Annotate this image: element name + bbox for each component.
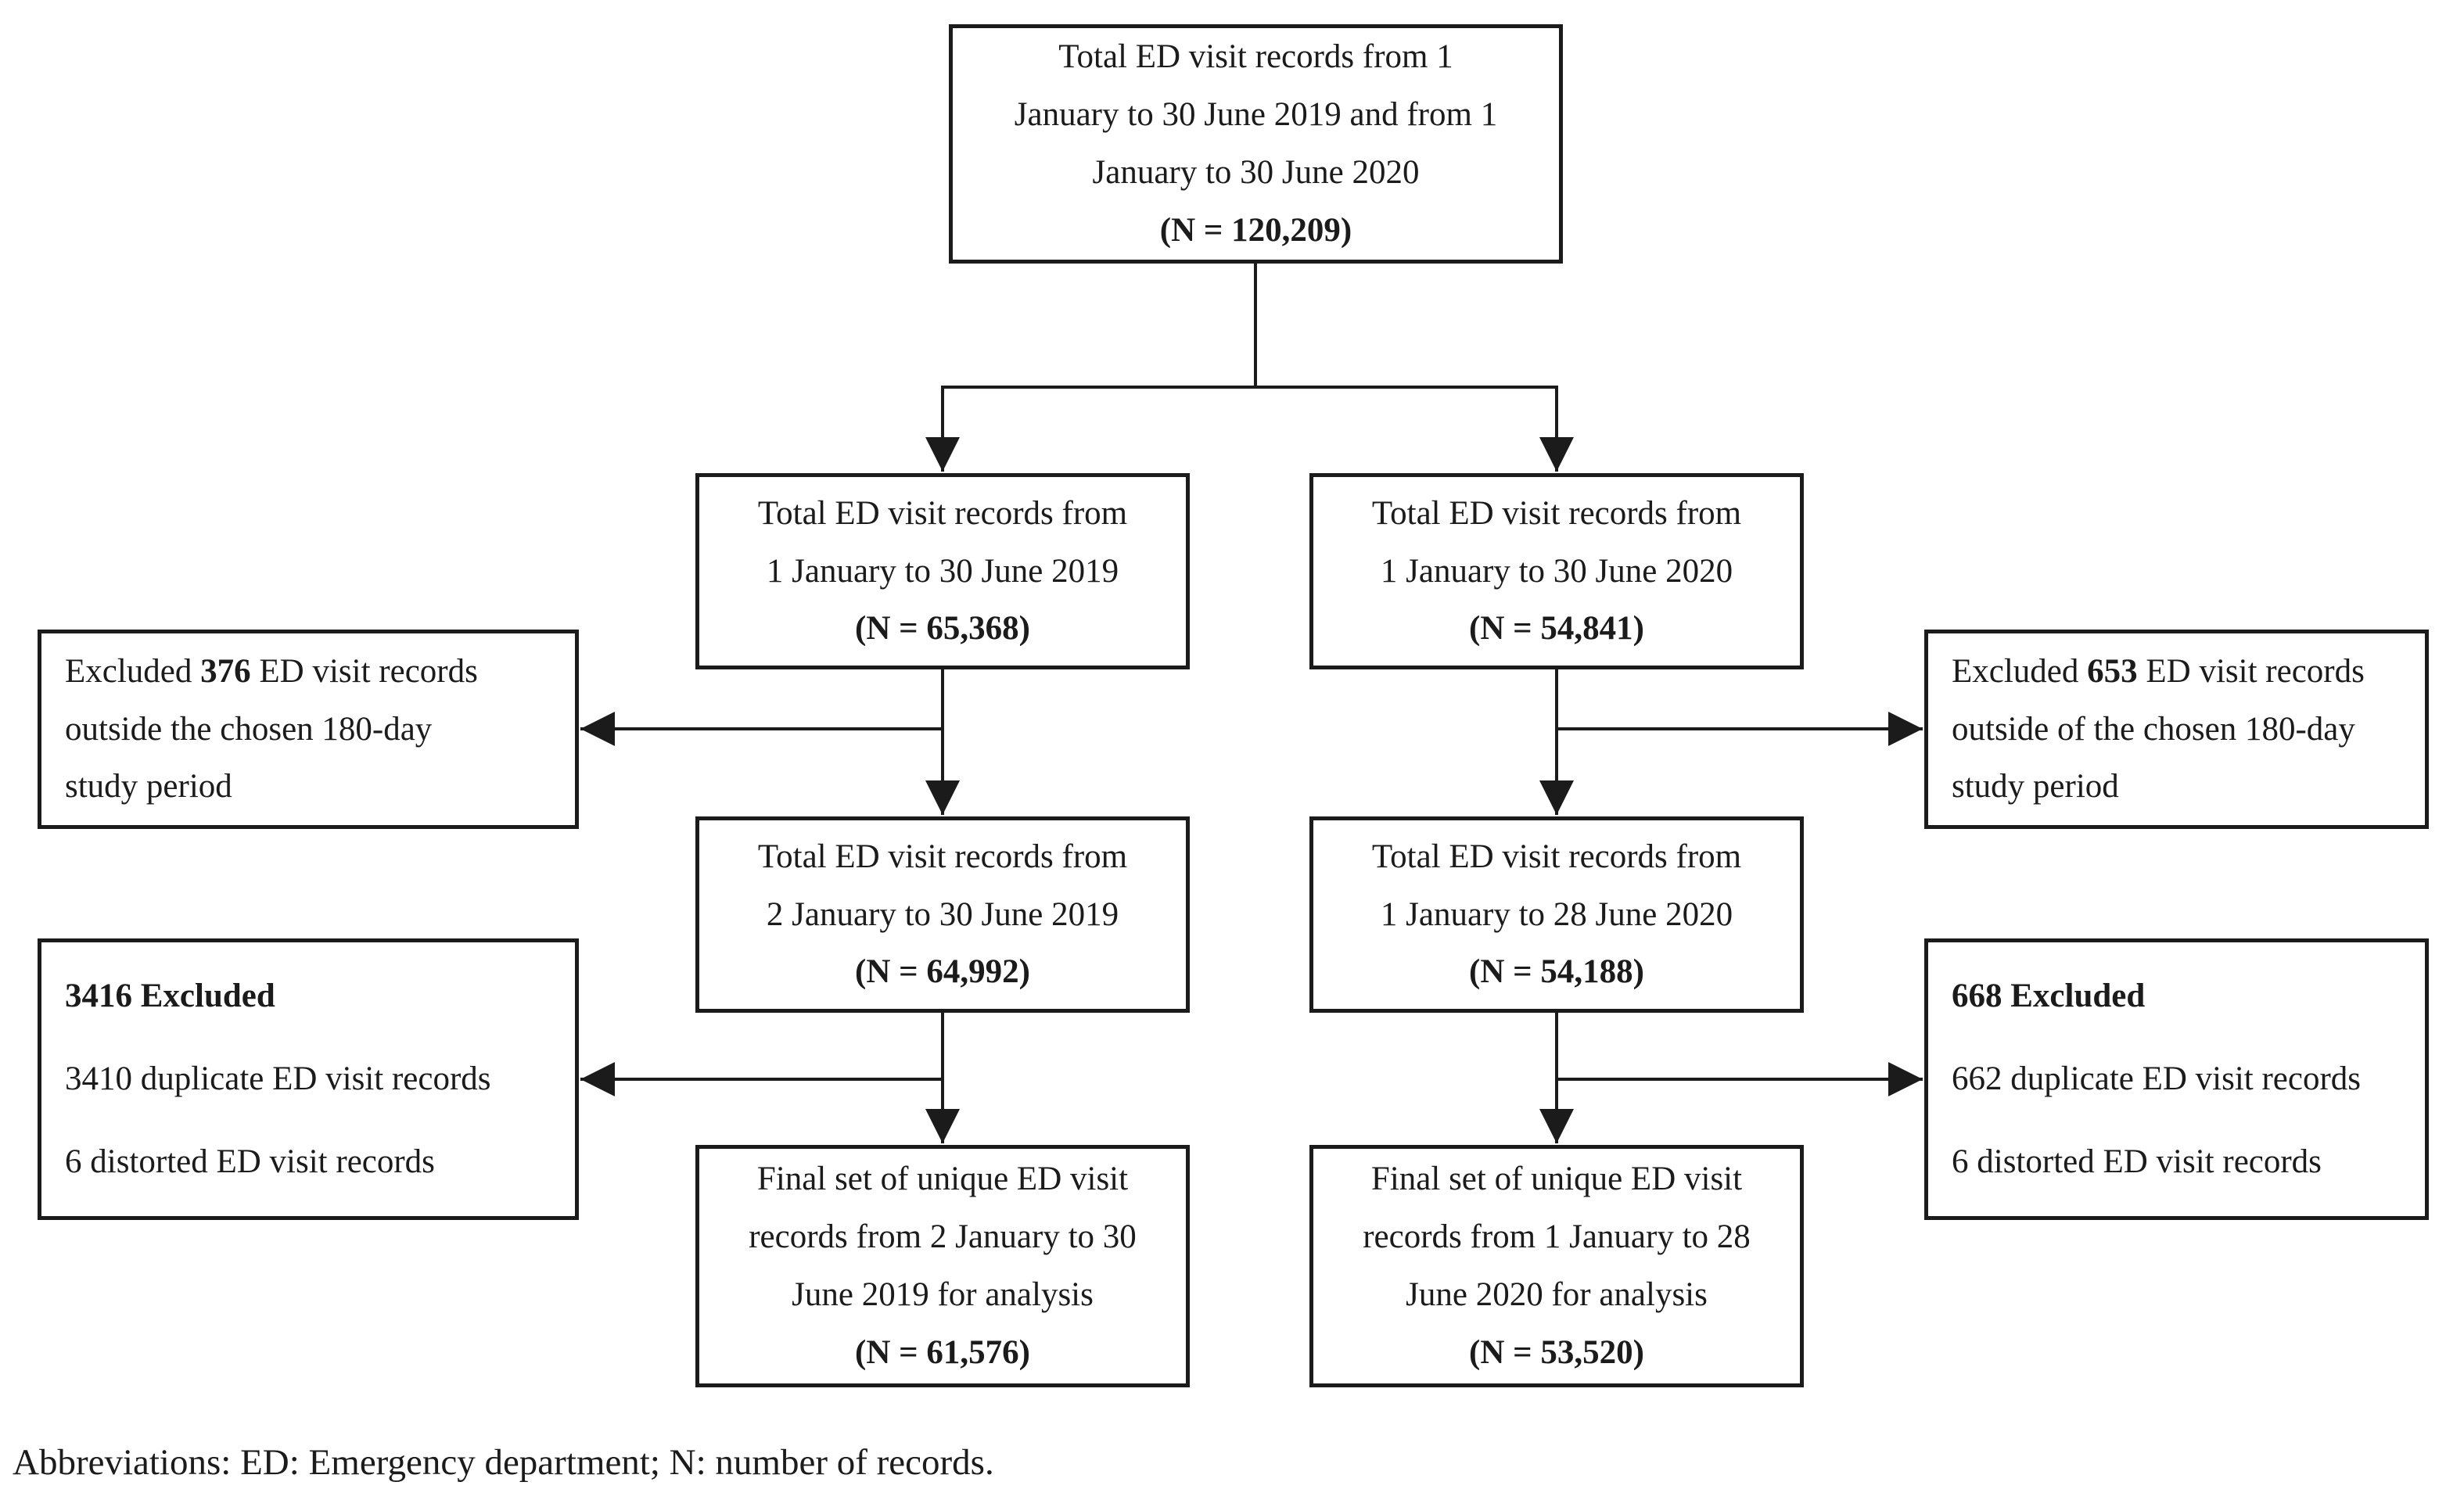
flow-box-2020-final: Final set of unique ED visit records fro… — [1309, 1145, 1804, 1387]
box-text-line: Total ED visit records from — [1371, 838, 1742, 875]
box-text-line: records from 1 January to 28 — [1363, 1218, 1751, 1256]
box-text-line: outside the chosen 180-day — [65, 710, 433, 748]
excluded-prefix: Excluded — [1952, 652, 2088, 690]
excluded-rest: ED visit records — [2137, 652, 2365, 690]
excluded-header: 668 Excluded — [1952, 978, 2146, 1015]
box-text-line: 1 January to 30 June 2019 — [766, 552, 1119, 590]
box-text-line: 3410 duplicate ED visit records — [65, 1060, 491, 1098]
exclusion-box-2019-duplicates: 3416 Excluded 3410 duplicate ED visit re… — [38, 938, 579, 1220]
box-text-line: Total ED visit records from 1 — [1058, 38, 1453, 76]
box-n-value: (N = 61,576) — [855, 1333, 1030, 1371]
box-text-line: study period — [1952, 768, 2119, 806]
exclusion-box-2019-outside-period: Excluded 376 ED visit records outside th… — [38, 630, 579, 829]
box-text-line: Excluded 653 ED visit records — [1952, 643, 2365, 701]
box-text-line: Total ED visit records from — [757, 494, 1128, 532]
exclusion-box-2020-outside-period: Excluded 653 ED visit records outside of… — [1924, 630, 2429, 829]
box-n-value: (N = 120,209) — [1159, 211, 1352, 249]
flow-box-2019-total: Total ED visit records from 1 January to… — [695, 473, 1190, 669]
box-text-line: Excluded 376 ED visit records — [65, 643, 478, 701]
box-text-line: January to 30 June 2019 and from 1 — [1014, 96, 1498, 134]
box-text-line: 1 January to 28 June 2020 — [1380, 895, 1733, 933]
box-n-value: (N = 54,841) — [1469, 610, 1644, 648]
box-text-line: June 2020 for analysis — [1406, 1276, 1708, 1313]
box-text-line: June 2019 for analysis — [792, 1276, 1094, 1313]
box-text-line: January to 30 June 2020 — [1092, 154, 1420, 191]
box-text-line: study period — [65, 768, 232, 806]
flow-box-2020-trimmed: Total ED visit records from 1 January to… — [1309, 816, 1804, 1013]
box-text-line: Total ED visit records from — [1371, 494, 1742, 532]
flow-box-total: Total ED visit records from 1 January to… — [949, 24, 1563, 264]
box-text-line: 6 distorted ED visit records — [1952, 1143, 2322, 1180]
box-text-line: Final set of unique ED visit — [1370, 1161, 1743, 1198]
box-text-line: outside of the chosen 180-day — [1952, 710, 2355, 748]
abbreviations-note: Abbreviations: ED: Emergency department;… — [13, 1442, 994, 1483]
box-text-line: 6 distorted ED visit records — [65, 1143, 435, 1180]
excluded-count: 376 — [200, 652, 251, 690]
box-text-line: records from 2 January to 30 — [749, 1218, 1137, 1256]
excluded-count: 653 — [2087, 652, 2138, 690]
excluded-prefix: Excluded — [65, 652, 201, 690]
flow-box-2020-total: Total ED visit records from 1 January to… — [1309, 473, 1804, 669]
exclusion-box-2020-duplicates: 668 Excluded 662 duplicate ED visit reco… — [1924, 938, 2429, 1220]
box-n-value: (N = 54,188) — [1469, 953, 1644, 991]
flow-box-2019-final: Final set of unique ED visit records fro… — [695, 1145, 1190, 1387]
excluded-header: 3416 Excluded — [65, 978, 275, 1015]
flow-box-2019-trimmed: Total ED visit records from 2 January to… — [695, 816, 1190, 1013]
box-n-value: (N = 64,992) — [855, 953, 1030, 991]
box-text-line: 2 January to 30 June 2019 — [766, 895, 1119, 933]
box-text-line: 662 duplicate ED visit records — [1952, 1060, 2362, 1098]
excluded-rest: ED visit records — [250, 652, 478, 690]
box-text-line: 1 January to 30 June 2020 — [1380, 552, 1733, 590]
box-n-value: (N = 53,520) — [1469, 1333, 1644, 1371]
box-text-line: Final set of unique ED visit — [756, 1161, 1129, 1198]
box-text-line: Total ED visit records from — [757, 838, 1128, 875]
box-n-value: (N = 65,368) — [855, 610, 1030, 648]
